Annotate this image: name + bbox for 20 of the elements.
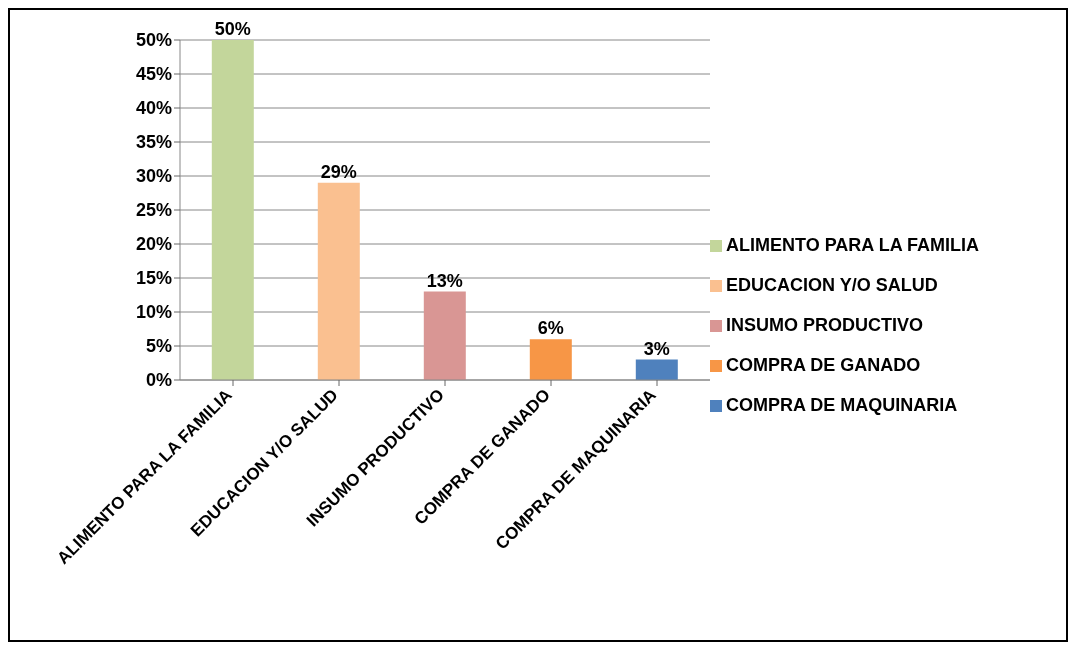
legend-label: EDUCACION Y/O SALUD <box>726 275 938 295</box>
y-tick-label: 50% <box>135 30 172 51</box>
data-label: 29% <box>320 161 357 182</box>
y-tick-label: 25% <box>135 200 172 221</box>
data-label: 13% <box>426 270 463 291</box>
data-label: 3% <box>643 338 670 359</box>
y-tick-label: 40% <box>135 98 172 119</box>
data-label: 6% <box>537 318 564 339</box>
data-label: 50% <box>214 19 251 39</box>
legend-label: ALIMENTO PARA LA FAMILIA <box>726 235 979 255</box>
y-tick-label: 10% <box>135 302 172 323</box>
legend-label: COMPRA DE GANADO <box>726 355 921 375</box>
y-tick-label: 45% <box>135 64 172 85</box>
y-tick-label: 15% <box>135 268 172 289</box>
y-tick-label: 35% <box>135 132 172 153</box>
y-tick-label: 30% <box>135 166 172 187</box>
y-tick-label: 0% <box>145 370 172 391</box>
y-tick-label: 20% <box>135 234 172 255</box>
y-tick-label: 5% <box>145 336 172 357</box>
legend-label: INSUMO PRODUCTIVO <box>726 315 924 335</box>
